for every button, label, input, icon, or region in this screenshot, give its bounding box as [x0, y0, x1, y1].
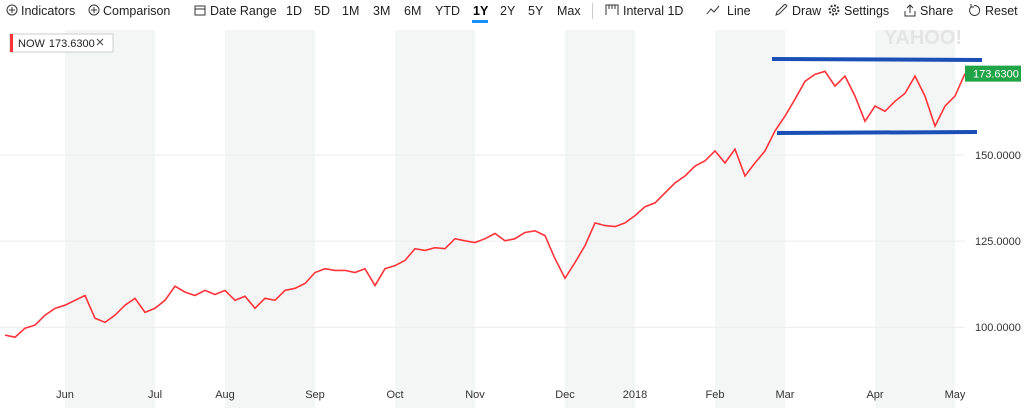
month-band [65, 30, 155, 408]
x-tick-label: Sep [305, 389, 325, 401]
selected-indicator [472, 20, 488, 23]
drawn-annotation [776, 130, 978, 135]
x-tick-label: Apr [866, 389, 883, 401]
close-icon[interactable] [96, 38, 104, 46]
month-band [875, 30, 955, 408]
x-tick-label: Aug [215, 389, 235, 401]
icon [6, 4, 18, 16]
month-band [565, 30, 635, 408]
indicators-button[interactable]: Indicators [21, 4, 76, 18]
legend-name: NOW [18, 38, 46, 50]
x-tick-label: Nov [465, 389, 485, 401]
range-button[interactable]: Max [557, 4, 581, 18]
legend-swatch [10, 34, 13, 52]
month-band [225, 30, 315, 408]
separator [592, 3, 593, 19]
icon [605, 4, 619, 15]
x-tick-label: Dec [555, 389, 575, 401]
legend-price: 173.6300 [49, 38, 95, 50]
price-flag [965, 65, 1021, 82]
x-tick-label: Feb [706, 389, 725, 401]
icon [969, 4, 980, 16]
price-flag-label: 173.6300 [973, 69, 1019, 81]
month-band [395, 30, 475, 408]
x-tick-label: Jul [148, 389, 162, 401]
month-band [715, 30, 785, 408]
range-button[interactable]: YTD [435, 4, 460, 18]
range-button[interactable]: 5Y [528, 4, 544, 18]
icon [828, 4, 840, 16]
y-tick-label: 150.0000 [975, 150, 1021, 162]
drawn-annotation [771, 57, 983, 62]
share-button[interactable]: Share [920, 4, 954, 18]
draw-button[interactable]: Draw [792, 4, 822, 18]
y-tick-label: 100.0000 [975, 322, 1021, 334]
settings-button[interactable]: Settings [844, 4, 890, 18]
icon [904, 4, 916, 17]
x-tick-label: May [945, 389, 966, 401]
icon [88, 4, 100, 16]
legend-label: NOW 173.6300 [18, 38, 95, 50]
icon [775, 4, 788, 16]
legend-chip[interactable]: NOW 173.6300 [9, 33, 114, 53]
range-button[interactable]: 2Y [500, 4, 516, 18]
range-button[interactable]: 1Y [473, 4, 489, 18]
interval-button[interactable]: Interval 1D [623, 4, 684, 18]
chart: YAHOO! 100.0000 125.0000 150.0000 Jun Jul Aug… [0, 27, 1021, 408]
y-tick-label: 125.0000 [975, 236, 1021, 248]
watermark: YAHOO! [884, 27, 962, 49]
range-button[interactable]: 6M [404, 4, 422, 18]
x-tick-label: Oct [386, 389, 403, 401]
range-button[interactable]: 5D [314, 4, 330, 18]
range-button[interactable]: 1M [342, 4, 360, 18]
icon [706, 5, 720, 15]
range-button[interactable]: 3M [373, 4, 391, 18]
x-tick-label: Jun [56, 389, 74, 401]
range-button[interactable]: 1D [286, 4, 302, 18]
line-style-button[interactable]: Line [727, 4, 751, 18]
price-line [4, 70, 966, 339]
x-tick-label: Mar [776, 389, 795, 401]
reset-button[interactable]: Reset [985, 4, 1018, 18]
x-tick-label: 2018 [623, 389, 647, 401]
icon [194, 5, 206, 16]
date-range-button[interactable]: Date Range [210, 4, 277, 18]
comparison-button[interactable]: Comparison [103, 4, 171, 18]
